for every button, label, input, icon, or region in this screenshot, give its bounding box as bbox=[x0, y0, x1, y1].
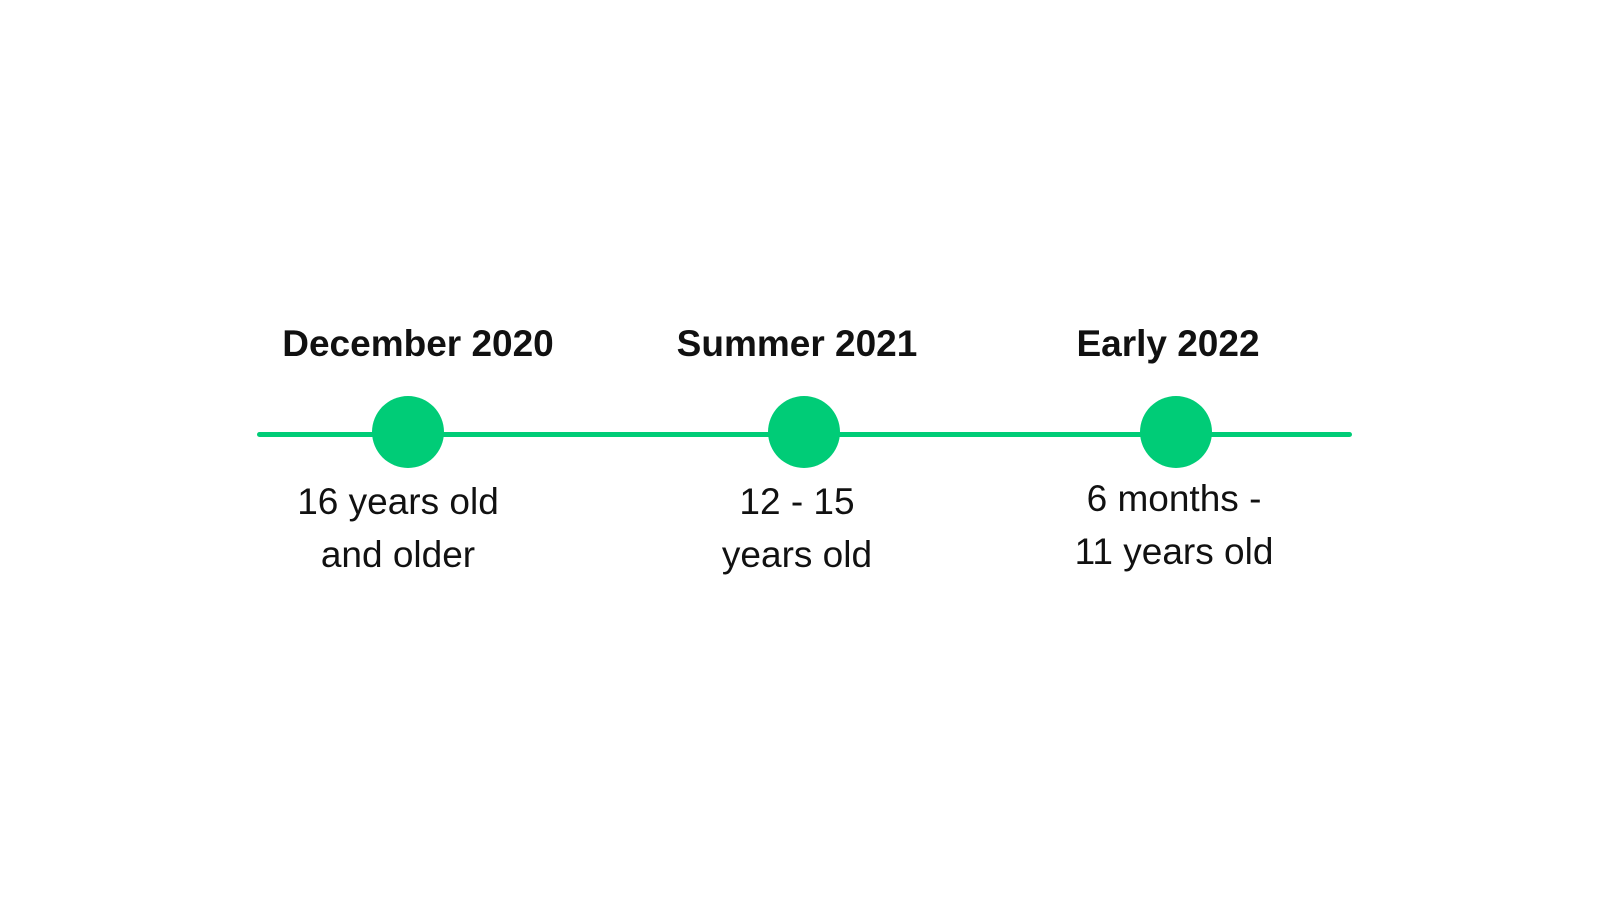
milestone-dot bbox=[768, 396, 840, 468]
milestone-description: 6 months - 11 years old bbox=[994, 472, 1354, 578]
milestone-description-line: 6 months - bbox=[1086, 478, 1262, 519]
milestone-description-line: years old bbox=[721, 534, 873, 575]
milestone-description-line: 16 years old bbox=[297, 481, 499, 522]
milestone-description: 12 - 15 years old bbox=[617, 475, 977, 581]
milestone-dot bbox=[1140, 396, 1212, 468]
milestone-dot bbox=[372, 396, 444, 468]
milestone-description-line: and older bbox=[320, 534, 476, 575]
milestone-title: Early 2022 bbox=[1076, 323, 1260, 364]
milestone-description: 16 years old and older bbox=[218, 475, 578, 581]
milestone-description-line: 12 - 15 bbox=[739, 481, 855, 522]
milestone-title: December 2020 bbox=[282, 323, 554, 364]
milestone-description-line: 11 years old bbox=[1074, 531, 1274, 572]
milestone-title: Summer 2021 bbox=[676, 323, 918, 364]
